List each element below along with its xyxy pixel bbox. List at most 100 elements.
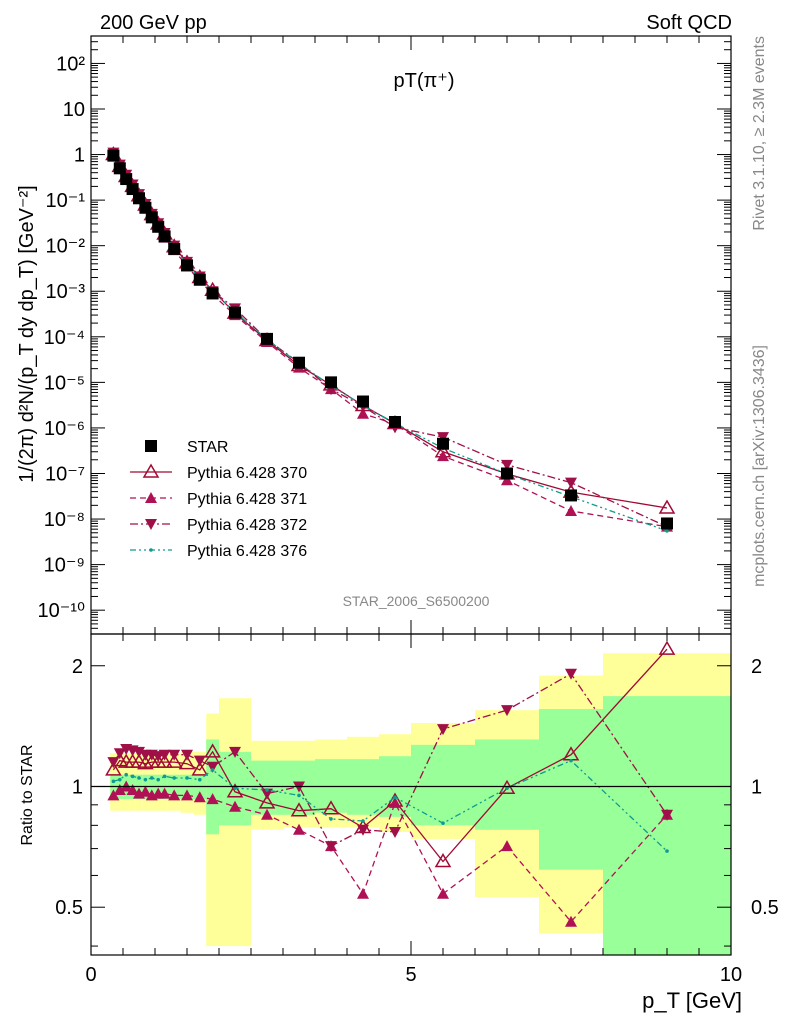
ratio-series-point <box>322 800 340 815</box>
ratio-series-point <box>569 758 573 763</box>
star-data-point <box>152 220 165 233</box>
ratio-series-point <box>261 788 273 800</box>
legend: STAR Pythia 6.428 370 Pythia 6.428 371 Pyth… <box>130 439 307 560</box>
ratio-series-point <box>565 915 577 927</box>
ratio-series-point <box>111 779 116 784</box>
main-y-tick-label: 10⁻⁶ <box>44 418 85 440</box>
ratio-inner-band-bin <box>603 696 731 955</box>
ratio-series-point <box>437 724 449 736</box>
ratio-series-point <box>139 785 152 797</box>
ratio-series-point <box>204 743 221 758</box>
analysis-watermark: STAR_2006_S6500200 <box>343 593 490 609</box>
ratio-series-point <box>118 777 122 782</box>
star-data-point <box>158 230 171 243</box>
ratio-series-point <box>229 800 241 812</box>
ratio-series-point <box>185 776 189 780</box>
ratio-series-point <box>143 777 148 782</box>
ratio-series-point <box>150 776 154 780</box>
ratio-series-point <box>137 755 154 770</box>
ratio-y-tick-label-left: 2 <box>72 656 83 678</box>
ratio-series-point <box>293 823 305 835</box>
ratio-series-point <box>130 774 135 779</box>
main-y-tick-label: 10 <box>63 99 85 121</box>
ratio-series-point <box>124 772 128 777</box>
ratio-series-point <box>441 821 445 825</box>
ratio-series-point <box>210 768 215 772</box>
ratio-y-tick-label-right: 2 <box>751 656 762 678</box>
ratio-series-point <box>181 789 193 801</box>
ratio-series-point <box>107 789 120 801</box>
ratio-series-point <box>325 841 337 853</box>
legend-marker <box>145 440 157 452</box>
ratio-series-point <box>501 705 513 717</box>
main-series-line <box>112 154 668 532</box>
ratio-series-point <box>168 789 181 801</box>
ratio-series-point <box>158 787 171 799</box>
ratio-series-point <box>156 753 173 768</box>
main-y-tick-label: 10² <box>56 53 85 75</box>
star-data-point <box>206 287 219 300</box>
main-series-point <box>501 459 513 471</box>
main-y-axis-label: 1/(2π) d²N/(p_T dy dp_T) [GeV⁻²] <box>16 185 38 482</box>
main-series-point <box>357 407 369 419</box>
ratio-series-point <box>133 746 145 758</box>
star-data-point <box>107 149 120 162</box>
ratio-series-point <box>265 788 269 792</box>
ratio-series-point <box>113 783 126 795</box>
main-series-point <box>665 529 669 533</box>
rivet-version-label: Rivet 3.1.10, ≥ 2.3M events <box>751 36 768 231</box>
main-y-tick-label: 10⁻⁷ <box>45 463 85 485</box>
x-tick-label: 0 <box>85 964 96 986</box>
main-series-point <box>501 474 513 486</box>
ratio-series-point <box>258 794 276 809</box>
header-left-text: 200 GeV pp <box>100 12 207 34</box>
ratio-series-point <box>505 786 509 791</box>
ratio-series-point <box>290 802 308 817</box>
main-y-tick-label: 10⁻³ <box>46 281 86 303</box>
ratio-series-point <box>113 748 126 760</box>
legend-marker <box>145 519 157 530</box>
ratio-series-point <box>162 774 167 779</box>
ratio-series-point <box>178 755 196 770</box>
ratio-series-point <box>661 809 673 821</box>
main-y-tick-label: 10⁻⁴ <box>44 327 85 349</box>
ratio-series-point <box>105 761 122 776</box>
star-data-point <box>168 242 181 255</box>
main-series-point <box>658 499 676 514</box>
ratio-series-point <box>168 749 181 761</box>
ratio-y-tick-label-right: 1 <box>751 776 762 798</box>
x-axis-label: p_T [GeV] <box>642 988 742 1013</box>
ratio-inner-band-bin <box>475 739 539 830</box>
ratio-series-point <box>261 808 273 820</box>
ratio-series-point <box>226 783 244 798</box>
star-data-point <box>389 415 401 428</box>
main-series-point <box>437 432 449 444</box>
ratio-series-point <box>156 777 160 782</box>
ratio-series-point <box>229 746 241 758</box>
ratio-series-point <box>165 753 183 768</box>
legend-marker <box>142 463 160 478</box>
ratio-series-point <box>434 853 452 868</box>
ratio-series-point <box>193 755 206 767</box>
main-series-point <box>565 505 577 517</box>
ratio-series-point <box>437 887 449 899</box>
legend-entry-label: Pythia 6.428 372 <box>187 517 307 534</box>
main-y-tick-label: 10⁻⁵ <box>44 372 85 394</box>
ratio-series-point <box>206 793 219 805</box>
legend-marker <box>145 492 157 503</box>
ratio-series-point <box>658 640 676 655</box>
main-y-tick-label: 10⁻⁹ <box>44 555 85 577</box>
ratio-series-point <box>329 817 333 821</box>
ratio-series-point <box>126 783 139 795</box>
main-series-point <box>437 450 449 462</box>
ratio-series-point <box>191 761 209 776</box>
ratio-series-point <box>357 824 369 836</box>
star-data-point <box>139 201 152 214</box>
main-y-tick-label: 10⁻² <box>46 236 86 258</box>
main-series-point <box>565 477 577 489</box>
chart-title: pT(π⁺) <box>393 70 454 92</box>
ratio-series-point <box>297 793 301 798</box>
legend-entry-label: Pythia 6.428 370 <box>187 465 307 482</box>
ratio-series-point <box>193 791 206 803</box>
